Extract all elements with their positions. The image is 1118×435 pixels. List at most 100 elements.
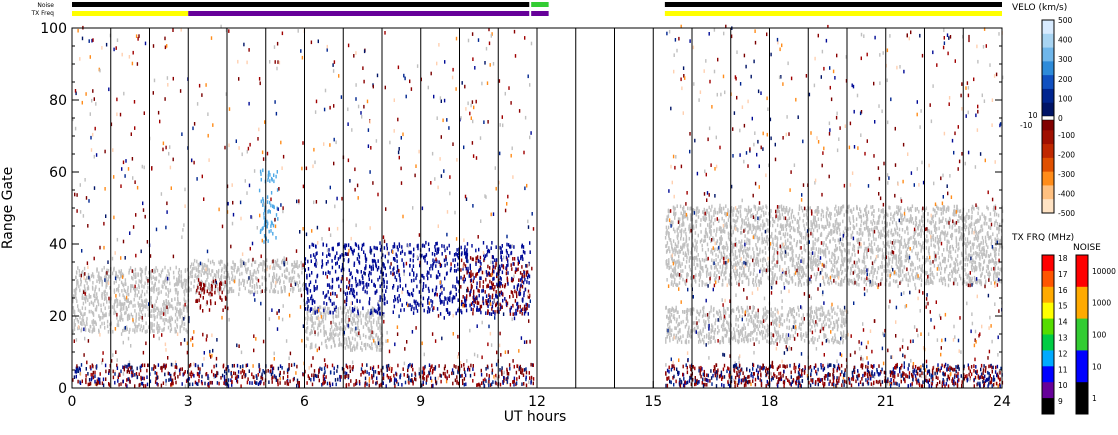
scatter-cell — [786, 340, 788, 345]
scatter-cell — [777, 255, 779, 259]
scatter-cell — [984, 275, 986, 279]
scatter-cell — [134, 303, 136, 308]
scatter-cell — [344, 325, 346, 329]
scatter-cell — [891, 252, 893, 256]
scatter-cell — [102, 313, 105, 318]
scatter-cell — [220, 281, 222, 285]
scatter-cell — [969, 240, 971, 244]
scatter-cell — [780, 236, 782, 241]
scatter-cell — [174, 297, 176, 301]
scatter-cell — [802, 270, 804, 275]
scatter-cell — [772, 271, 774, 275]
scatter-cell — [726, 330, 728, 334]
scatter-cell — [766, 314, 768, 319]
scatter-cell — [290, 280, 292, 284]
scatter-cell — [213, 273, 216, 277]
scatter-cell — [692, 321, 695, 325]
scatter-cell — [351, 328, 354, 332]
scatter-cell — [347, 344, 349, 349]
scatter-cell — [95, 296, 97, 301]
scatter-cell — [927, 274, 930, 278]
scatter-cell — [310, 318, 313, 322]
scatter-cell — [900, 260, 902, 264]
scatter-cell — [875, 225, 878, 230]
scatter-cell — [740, 226, 742, 231]
scatter-cell — [776, 264, 778, 268]
scatter-cell — [196, 288, 198, 293]
scatter-cell — [819, 247, 822, 252]
scatter-cell — [803, 257, 805, 262]
scatter-cell — [130, 284, 132, 288]
scatter-cell — [791, 209, 794, 214]
scatter-cell — [256, 267, 259, 272]
scatter-cell — [934, 223, 936, 227]
scatter-cell — [870, 270, 872, 274]
scatter-cell — [274, 259, 277, 264]
scatter-cell — [871, 248, 873, 252]
scatter-cell — [673, 266, 675, 271]
scatter-cell — [769, 208, 772, 213]
scatter-cell — [145, 302, 147, 306]
scatter-cell — [913, 241, 916, 246]
scatter-cell — [675, 333, 678, 338]
scatter-cell — [259, 262, 261, 266]
scatter-cell — [140, 271, 142, 276]
scatter-cell — [747, 338, 749, 342]
scatter-cell — [746, 275, 749, 280]
scatter-cell — [666, 328, 668, 332]
scatter-cell — [815, 262, 817, 267]
scatter-cell — [200, 283, 202, 287]
scatter-cell — [777, 209, 779, 213]
scatter-cell — [667, 316, 670, 321]
scatter-cell — [735, 276, 737, 281]
scatter-cell — [686, 314, 688, 318]
scatter-cell — [204, 280, 207, 284]
scatter-cell — [674, 267, 676, 271]
scatter-cell — [231, 270, 233, 275]
scatter-cell — [293, 265, 295, 269]
scatter-cell — [965, 247, 967, 251]
scatter-cell — [462, 277, 464, 281]
scatter-cell — [781, 306, 783, 310]
scatter-cell — [339, 306, 342, 310]
scatter-cell — [772, 242, 775, 247]
scatter-cell — [811, 265, 814, 269]
scatter-cell — [157, 311, 159, 316]
scatter-cell — [825, 214, 827, 219]
scatter-cell — [980, 229, 982, 233]
scatter-cell — [735, 256, 737, 260]
scatter-cell — [699, 263, 701, 268]
scatter-cell — [932, 281, 934, 285]
scatter-cell — [842, 330, 845, 334]
scatter-cell — [114, 274, 117, 279]
scatter-cell — [785, 273, 788, 277]
scatter-cell — [677, 244, 679, 249]
scatter-cell — [879, 247, 881, 252]
scatter-cell — [981, 252, 983, 257]
scatter-cell — [92, 318, 95, 323]
scatter-cell — [936, 211, 938, 215]
scatter-cell — [158, 308, 160, 313]
scatter-cell — [958, 230, 960, 234]
scatter-cell — [973, 260, 975, 264]
scatter-cell — [151, 281, 153, 285]
scatter-cell — [753, 268, 755, 272]
scatter-cell — [866, 204, 868, 209]
scatter-cell — [857, 265, 859, 269]
scatter-cell — [734, 250, 737, 254]
scatter-cell — [113, 281, 115, 285]
scatter-cell — [947, 258, 949, 263]
scatter-cell — [669, 319, 671, 323]
scatter-cell — [824, 315, 826, 320]
scatter-cell — [284, 262, 286, 267]
txfreq-status-bar — [72, 11, 1002, 16]
scatter-cell — [219, 287, 221, 292]
scatter-cell — [675, 244, 678, 249]
scatter-cell — [317, 331, 320, 336]
scatter-cell — [975, 252, 978, 256]
scatter-cell — [832, 237, 834, 241]
scatter-cell — [369, 346, 372, 350]
scatter-cell — [839, 247, 841, 252]
scatter-cell — [122, 328, 124, 333]
scatter-cell — [137, 272, 139, 276]
